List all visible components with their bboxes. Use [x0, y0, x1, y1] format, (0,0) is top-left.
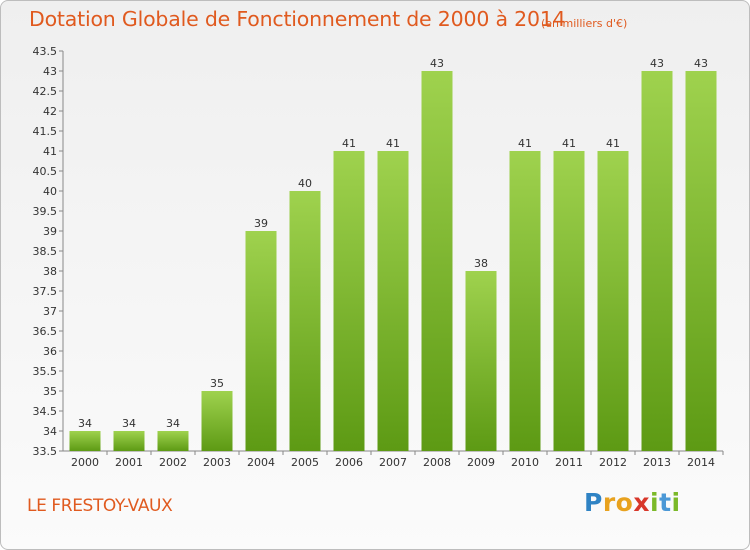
y-tick-label: 36.5 — [33, 325, 58, 338]
bar-2000 — [69, 431, 101, 451]
chart-title: Dotation Globale de Fonctionnement de 20… — [29, 7, 566, 31]
data-label-2013: 43 — [650, 57, 664, 70]
bars — [69, 71, 717, 451]
x-tick-label: 2014 — [687, 456, 715, 469]
bar-2014 — [685, 71, 717, 451]
y-axis: 33.5 34 34.5 35 35.5 36 36.5 37 37.5 38 38.5 39 39.5… — [33, 45, 64, 458]
y-tick-label: 35 — [43, 385, 57, 398]
commune-name: LE FRESTOY-VAUX — [27, 496, 173, 516]
bar-2004 — [245, 231, 277, 451]
logo-letter: x — [633, 488, 650, 517]
logo-letter: i — [650, 488, 660, 517]
x-tick-label: 2012 — [599, 456, 627, 469]
data-label-2008: 43 — [430, 57, 444, 70]
bar-2012 — [597, 151, 629, 451]
bar-2011 — [553, 151, 585, 451]
data-label-2004: 39 — [254, 217, 268, 230]
y-tick-label: 43.5 — [33, 45, 58, 58]
data-labels: 34 34 34 35 39 40 41 41 43 38 41 41 41 43 43 — [78, 57, 708, 430]
data-label-2012: 41 — [606, 137, 620, 150]
y-tick-label: 35.5 — [33, 365, 58, 378]
y-tick-label: 37.5 — [33, 285, 58, 298]
y-tick-label: 39 — [43, 225, 57, 238]
data-label-2001: 34 — [122, 417, 136, 430]
y-tick-label: 41.5 — [33, 125, 58, 138]
x-tick-label: 2003 — [203, 456, 231, 469]
x-tick-label: 2001 — [115, 456, 143, 469]
x-tick-label: 2007 — [379, 456, 407, 469]
chart-unit: (en milliers d'€) — [541, 17, 628, 30]
logo-letter: r — [602, 488, 616, 517]
x-tick-label: 2013 — [643, 456, 671, 469]
data-label-2002: 34 — [166, 417, 180, 430]
y-tick-label: 34.5 — [33, 405, 58, 418]
y-tick-label: 40.5 — [33, 165, 58, 178]
x-tick-label: 2010 — [511, 456, 539, 469]
x-tick-label: 2009 — [467, 456, 495, 469]
data-label-2011: 41 — [562, 137, 576, 150]
logo-letter: o — [615, 488, 634, 517]
y-tick-label: 40 — [43, 185, 57, 198]
y-tick-label: 38.5 — [33, 245, 58, 258]
x-tick-label: 2006 — [335, 456, 363, 469]
y-tick-label: 34 — [43, 425, 57, 438]
data-label-2010: 41 — [518, 137, 532, 150]
bar-2006 — [333, 151, 365, 451]
bar-2010 — [509, 151, 541, 451]
y-tick-label: 43 — [43, 65, 57, 78]
bar-2008 — [421, 71, 453, 451]
y-tick-label: 41 — [43, 145, 57, 158]
bar-2002 — [157, 431, 189, 451]
x-tick-label: 2000 — [71, 456, 99, 469]
logo-letter: i — [671, 488, 681, 517]
y-tick-label: 36 — [43, 345, 57, 358]
y-tick-label: 39.5 — [33, 205, 58, 218]
data-label-2000: 34 — [78, 417, 92, 430]
data-label-2014: 43 — [694, 57, 708, 70]
y-tick-label: 37 — [43, 305, 57, 318]
bar-2005 — [289, 191, 321, 451]
logo-letter: P — [584, 488, 603, 517]
y-tick-label: 42.5 — [33, 85, 58, 98]
y-tick-label: 38 — [43, 265, 57, 278]
data-label-2006: 41 — [342, 137, 356, 150]
data-label-2005: 40 — [298, 177, 312, 190]
x-tick-label: 2005 — [291, 456, 319, 469]
bar-2003 — [201, 391, 233, 451]
bar-2001 — [113, 431, 145, 451]
x-tick-label: 2008 — [423, 456, 451, 469]
bar-2009 — [465, 271, 497, 451]
x-axis: 2000 2001 2002 2003 2004 2005 2006 2007 2008 2009… — [63, 450, 724, 469]
y-tick-label: 42 — [43, 105, 57, 118]
logo-letter: t — [659, 488, 672, 517]
bar-2013 — [641, 71, 673, 451]
proxiti-logo[interactable]: Proxiti — [584, 488, 681, 517]
x-tick-label: 2004 — [247, 456, 275, 469]
y-tick-label: 33.5 — [33, 445, 58, 458]
x-tick-label: 2011 — [555, 456, 583, 469]
data-label-2009: 38 — [474, 257, 488, 270]
x-tick-label: 2002 — [159, 456, 187, 469]
data-label-2003: 35 — [210, 377, 224, 390]
data-label-2007: 41 — [386, 137, 400, 150]
bar-2007 — [377, 151, 409, 451]
